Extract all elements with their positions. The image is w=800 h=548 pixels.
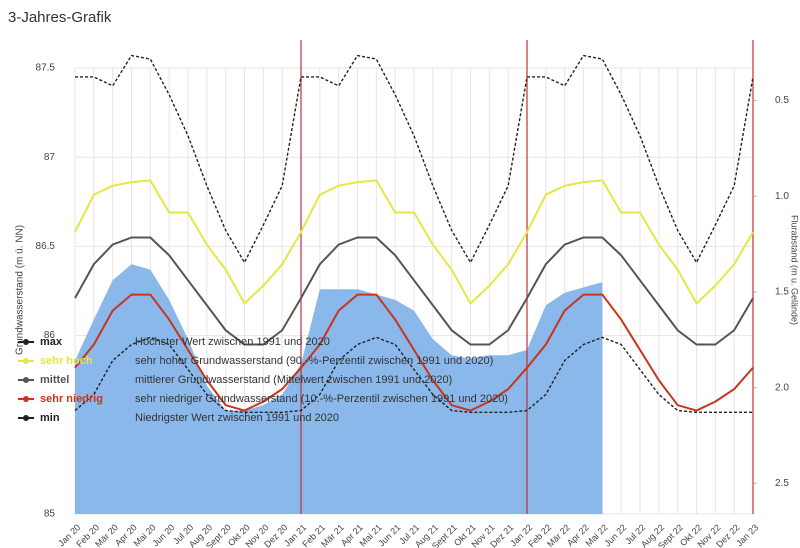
legend-name: sehr niedrig [40,393,103,405]
y2-tick-label: 2.5 [775,478,789,489]
series-line [74,293,754,412]
y-tick-label: 85 [44,509,56,520]
series-line [74,336,753,414]
legend-marker [23,396,29,402]
y2-tick-label: 0.5 [775,95,789,106]
legend-description: Niedrigster Wert zwischen 1991 und 2020 [135,412,339,424]
chart-title: 3-Jahres-Grafik [8,9,112,26]
legend-marker [23,377,29,383]
legend-description: Höchster Wert zwischen 1991 und 2020 [135,336,330,348]
legend-marker [23,415,29,421]
y2-tick-label: 1.5 [775,287,789,298]
legend-description: sehr niedriger Grundwasserstand (10.-%-P… [135,393,508,405]
legend-marker [23,358,29,364]
y2-axis-label: Flurabstand (m u. Gelände) [790,215,800,325]
y-axis-label: Grundwasserstand (m ü. NN) [15,225,26,355]
y2-tick-label: 1.0 [775,191,789,202]
y-tick-label: 86 [44,330,56,341]
series-line [74,179,754,306]
y-tick-label: 86.5 [36,241,56,252]
legend-name: mittel [40,374,69,386]
legend-description: mittlerer Grundwasserstand (Mittelwert z… [135,374,452,386]
series-line [75,54,754,264]
legend-name: sehr hoch [40,355,93,367]
legend-marker [23,339,29,345]
measured-area [75,264,603,514]
y-tick-label: 87 [44,152,56,163]
y2-tick-label: 2.0 [775,382,789,393]
legend-name: max [40,336,63,348]
legend-description: sehr hoher Grundwasserstand (90.-%-Perze… [135,355,493,367]
legend-name: min [40,412,60,424]
y-tick-label: 87.5 [36,63,56,74]
series-line [74,236,754,346]
